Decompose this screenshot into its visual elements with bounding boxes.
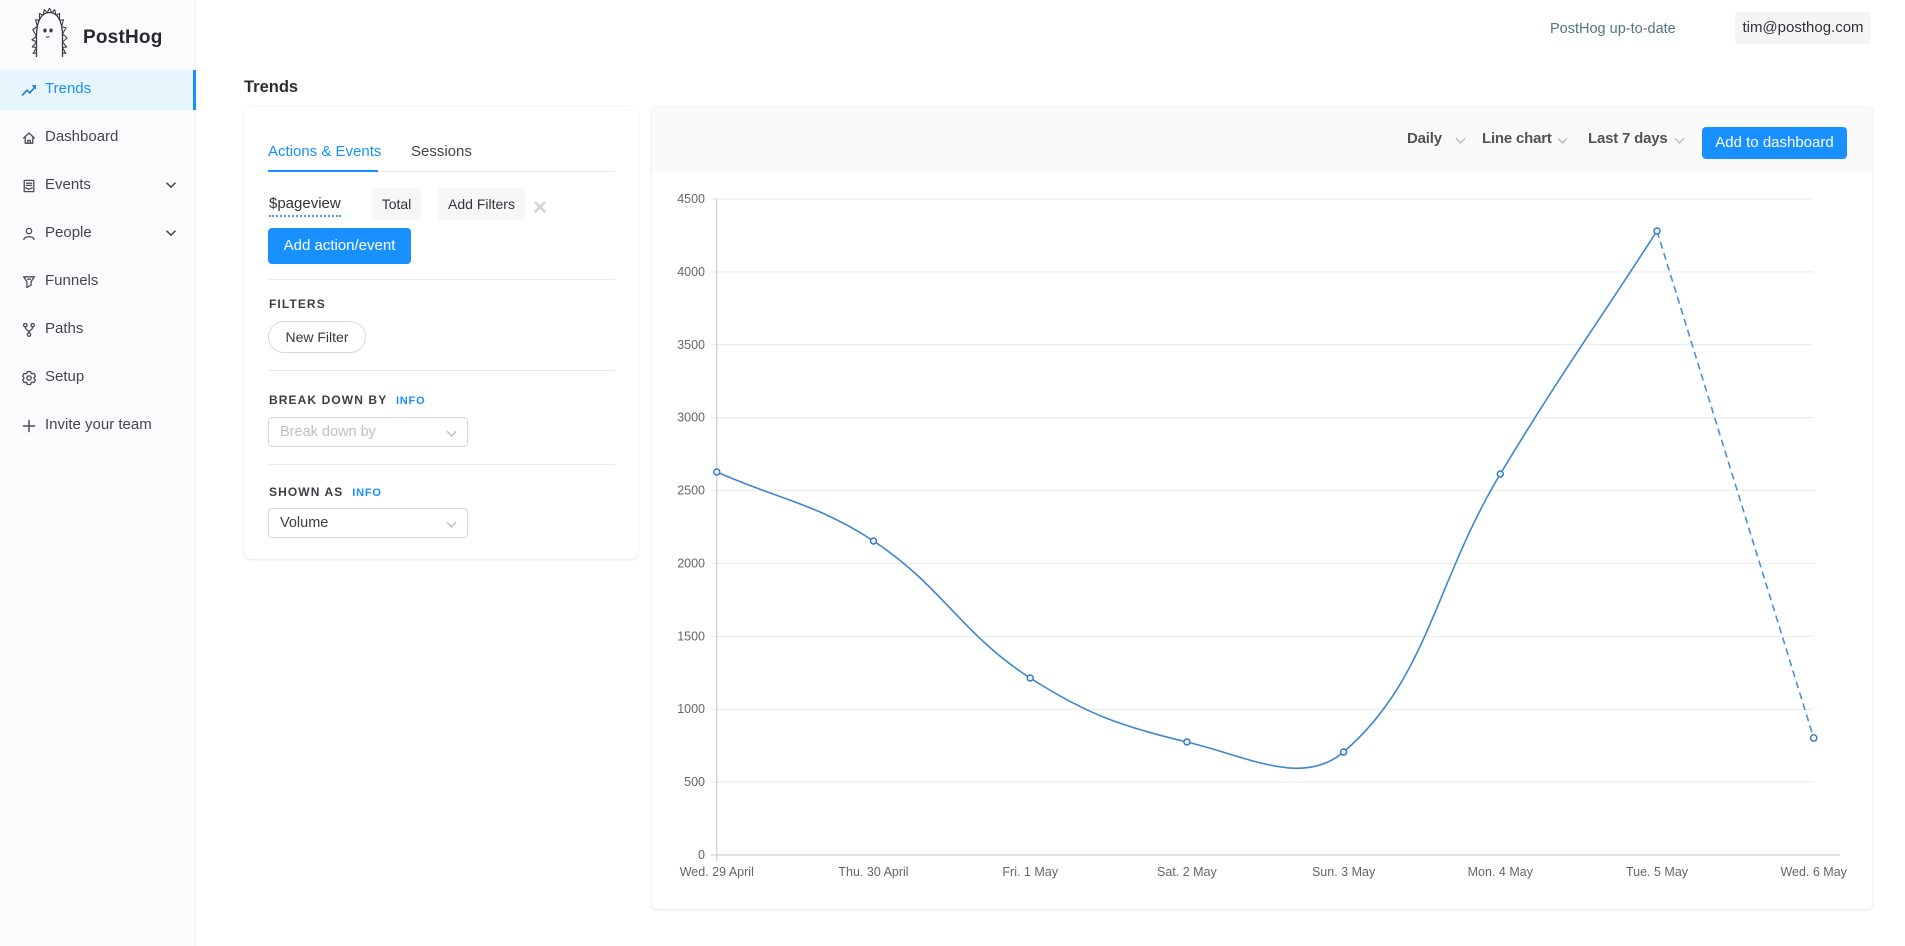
svg-text:Wed. 29 April: Wed. 29 April — [680, 865, 754, 879]
svg-text:2000: 2000 — [677, 556, 705, 570]
svg-text:2500: 2500 — [677, 484, 705, 498]
svg-text:Sat. 2 May: Sat. 2 May — [1157, 865, 1217, 879]
svg-text:1500: 1500 — [677, 629, 705, 643]
svg-text:500: 500 — [684, 775, 705, 789]
svg-text:0: 0 — [698, 848, 705, 862]
svg-text:Sun. 3 May: Sun. 3 May — [1312, 865, 1376, 879]
svg-text:1000: 1000 — [677, 702, 705, 716]
svg-text:Tue. 5 May: Tue. 5 May — [1626, 865, 1689, 879]
svg-text:4500: 4500 — [677, 192, 705, 206]
svg-text:Wed. 6 May: Wed. 6 May — [1780, 865, 1847, 879]
svg-text:Mon. 4 May: Mon. 4 May — [1468, 865, 1534, 879]
svg-text:Thu. 30 April: Thu. 30 April — [838, 865, 908, 879]
svg-text:4000: 4000 — [677, 265, 705, 279]
svg-text:3000: 3000 — [677, 411, 705, 425]
svg-text:Fri. 1 May: Fri. 1 May — [1002, 865, 1058, 879]
svg-text:3500: 3500 — [677, 338, 705, 352]
